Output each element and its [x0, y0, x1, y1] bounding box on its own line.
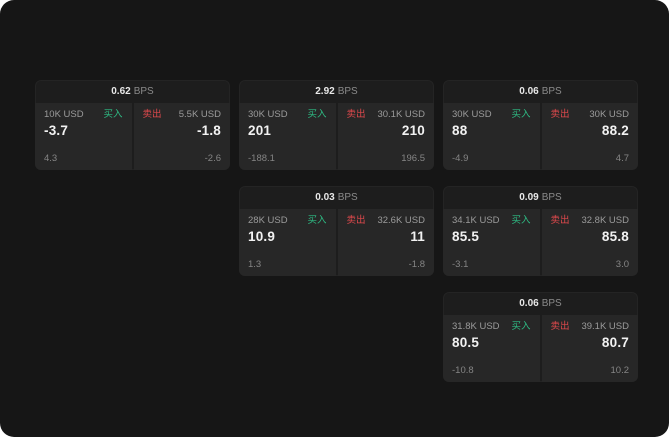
- buy-size-label: 10K USD: [44, 109, 84, 120]
- sell-price: -1.8: [196, 122, 221, 138]
- buy-price: 85.5: [452, 228, 480, 244]
- quote-card: 0.06 BPS 30K USD 买入 88 -4.9 卖出 30K USD: [443, 80, 638, 170]
- spread-value: 0.09: [519, 192, 539, 203]
- sell-change: 196.5: [401, 152, 425, 164]
- buy-change: 1.3: [248, 258, 262, 270]
- buy-price: -3.7: [44, 122, 69, 138]
- sell-size-label: 39.1K USD: [581, 321, 629, 332]
- buy-size-label: 30K USD: [452, 109, 492, 120]
- bps-label: BPS: [541, 192, 562, 203]
- sell-size-label: 5.5K USD: [178, 109, 221, 120]
- quote-card: 0.09 BPS 34.1K USD 买入 85.5 -3.1 卖出 32.8K…: [443, 186, 638, 276]
- sell-change: 3.0: [615, 258, 629, 270]
- bps-label: BPS: [337, 86, 358, 97]
- buy-badge: 买入: [307, 215, 327, 226]
- sell-price: 85.8: [601, 228, 629, 244]
- spread-header: 0.06 BPS: [443, 292, 638, 315]
- sell-badge: 卖出: [346, 215, 366, 226]
- buy-change: -188.1: [248, 152, 275, 164]
- buy-panel[interactable]: 30K USD 买入 201 -188.1: [239, 103, 336, 170]
- buy-badge: 买入: [511, 321, 531, 332]
- quote-card: 0.06 BPS 31.8K USD 买入 80.5 -10.8 卖出 39.1…: [443, 292, 638, 382]
- quote-card: 0.62 BPS 10K USD 买入 -3.7 4.3 卖出 5.5K USD: [35, 80, 230, 170]
- sell-change: -1.8: [408, 258, 425, 270]
- sell-price: 11: [410, 228, 425, 244]
- buy-size-label: 28K USD: [248, 215, 288, 226]
- spread-value: 0.06: [519, 298, 539, 309]
- buy-badge: 买入: [511, 215, 531, 226]
- spread-header: 2.92 BPS: [239, 80, 434, 103]
- buy-panel[interactable]: 28K USD 买入 10.9 1.3: [239, 209, 336, 276]
- buy-panel[interactable]: 10K USD 买入 -3.7 4.3: [35, 103, 132, 170]
- quote-card: 0.03 BPS 28K USD 买入 10.9 1.3 卖出 32.6K US…: [239, 186, 434, 276]
- bps-label: BPS: [541, 298, 562, 309]
- sell-badge: 卖出: [550, 215, 570, 226]
- spread-value: 0.06: [519, 86, 539, 97]
- spread-value: 2.92: [315, 86, 335, 97]
- buy-size-label: 34.1K USD: [452, 215, 500, 226]
- quote-card: 2.92 BPS 30K USD 买入 201 -188.1 卖出 30.1K …: [239, 80, 434, 170]
- sell-price: 210: [401, 122, 425, 138]
- buy-size-label: 30K USD: [248, 109, 288, 120]
- sell-panel[interactable]: 卖出 30K USD 88.2 4.7: [541, 103, 638, 170]
- buy-change: -10.8: [452, 364, 474, 376]
- sell-change: -2.6: [204, 152, 221, 164]
- buy-price: 201: [248, 122, 272, 138]
- bps-label: BPS: [133, 86, 154, 97]
- spread-header: 0.09 BPS: [443, 186, 638, 209]
- sell-price: 80.7: [601, 334, 629, 350]
- bps-label: BPS: [541, 86, 562, 97]
- buy-change: -3.1: [452, 258, 469, 270]
- sell-panel[interactable]: 卖出 30.1K USD 210 196.5: [337, 103, 434, 170]
- spread-header: 0.03 BPS: [239, 186, 434, 209]
- sell-panel[interactable]: 卖出 32.8K USD 85.8 3.0: [541, 209, 638, 276]
- sell-size-label: 32.6K USD: [377, 215, 425, 226]
- sell-price: 88.2: [601, 122, 629, 138]
- sell-size-label: 30.1K USD: [377, 109, 425, 120]
- sell-panel[interactable]: 卖出 32.6K USD 11 -1.8: [337, 209, 434, 276]
- spread-value: 0.03: [315, 192, 335, 203]
- buy-badge: 买入: [307, 109, 327, 120]
- sell-size-label: 30K USD: [589, 109, 629, 120]
- sell-change: 10.2: [610, 364, 630, 376]
- sell-badge: 卖出: [550, 321, 570, 332]
- sell-panel[interactable]: 卖出 5.5K USD -1.8 -2.6: [133, 103, 230, 170]
- buy-change: 4.3: [44, 152, 58, 164]
- sell-badge: 卖出: [346, 109, 366, 120]
- buy-price: 88: [452, 122, 468, 138]
- buy-panel[interactable]: 34.1K USD 买入 85.5 -3.1: [443, 209, 540, 276]
- buy-badge: 买入: [511, 109, 531, 120]
- buy-price: 80.5: [452, 334, 480, 350]
- spread-header: 0.62 BPS: [35, 80, 230, 103]
- sell-change: 4.7: [615, 152, 629, 164]
- buy-change: -4.9: [452, 152, 469, 164]
- sell-badge: 卖出: [550, 109, 570, 120]
- buy-badge: 买入: [103, 109, 123, 120]
- buy-size-label: 31.8K USD: [452, 321, 500, 332]
- sell-size-label: 32.8K USD: [581, 215, 629, 226]
- buy-panel[interactable]: 30K USD 买入 88 -4.9: [443, 103, 540, 170]
- bps-label: BPS: [337, 192, 358, 203]
- sell-badge: 卖出: [142, 109, 162, 120]
- quote-grid: 0.62 BPS 10K USD 买入 -3.7 4.3 卖出 5.5K USD: [35, 80, 638, 382]
- buy-price: 10.9: [248, 228, 276, 244]
- spread-header: 0.06 BPS: [443, 80, 638, 103]
- spread-value: 0.62: [111, 86, 131, 97]
- sell-panel[interactable]: 卖出 39.1K USD 80.7 10.2: [541, 315, 638, 382]
- buy-panel[interactable]: 31.8K USD 买入 80.5 -10.8: [443, 315, 540, 382]
